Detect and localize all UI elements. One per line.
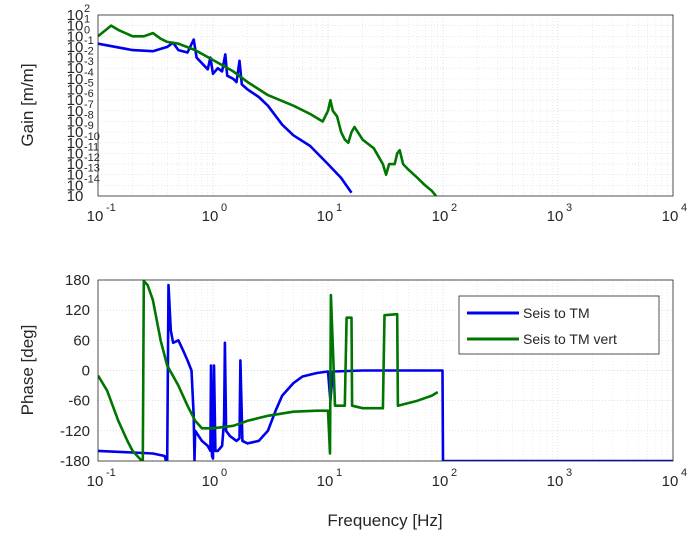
x-tick-exponent: 3	[566, 202, 572, 214]
series-line-0	[98, 283, 673, 461]
x-tick-exponent: 2	[451, 202, 457, 214]
gain-axes-box	[97, 14, 674, 197]
phase-y-axis-label: Phase [deg]	[18, 325, 37, 416]
y-tick-label: 60	[73, 332, 90, 349]
y-tick-exponent: 2	[84, 3, 90, 15]
x-tick-exponent: 4	[681, 467, 687, 479]
y-tick-label: 10	[67, 28, 84, 45]
x-tick-label: 10	[87, 208, 104, 225]
y-tick-exponent: -3	[84, 56, 94, 68]
y-tick-label: 10	[67, 167, 84, 184]
y-tick-label: 0	[82, 363, 90, 380]
phase-x-tick-labels: 10 -1 10 0 10 1 10 2 10 3 10 4	[87, 467, 687, 490]
phase-lines	[98, 280, 673, 461]
y-tick-label: 10	[67, 113, 84, 130]
y-tick-label: 10	[67, 92, 84, 109]
legend-label-seis-to-tm-vert: Seis to TM vert	[523, 331, 617, 347]
phase-panel: 10 -1 10 0 10 1 10 2 10 3 10 4 180120600-60-120-180…	[18, 272, 687, 530]
y-tick-exponent: -5	[84, 78, 94, 90]
y-tick-exponent: -9	[84, 120, 94, 132]
x-tick-label: 10	[202, 208, 219, 225]
y-tick-label: -60	[68, 393, 90, 410]
y-tick-exponent: 0	[84, 24, 90, 36]
y-tick-exponent: -12	[84, 152, 100, 164]
y-tick-label: 10	[67, 50, 84, 67]
x-tick-label: 10	[662, 208, 679, 225]
x-tick-exponent: 4	[681, 202, 687, 214]
x-tick-label: 10	[317, 208, 334, 225]
x-tick-exponent: -1	[106, 202, 116, 214]
gain-x-tick-labels: 10 -1 10 0 10 1 10 2 10 3 10 4	[87, 202, 687, 225]
gain-lines	[98, 24, 438, 196]
y-tick-label: 10	[67, 188, 84, 205]
legend: Seis to TM Seis to TM vert	[458, 295, 660, 355]
y-tick-label: 10	[67, 60, 84, 77]
phase-axes-box	[97, 279, 674, 462]
x-tick-label: 10	[662, 473, 679, 490]
x-tick-exponent: 2	[451, 467, 457, 479]
y-tick-label: 10	[67, 82, 84, 99]
x-tick-label: 10	[202, 473, 219, 490]
x-tick-exponent: 1	[336, 202, 342, 214]
y-tick-label: 120	[65, 302, 90, 319]
y-tick-exponent: -14	[84, 173, 100, 185]
x-tick-exponent: 3	[566, 467, 572, 479]
y-tick-label: 10	[67, 39, 84, 56]
y-tick-exponent: -6	[84, 88, 94, 100]
gain-y-axis-label: Gain [m/m]	[18, 63, 37, 146]
y-tick-exponent: -2	[84, 46, 94, 58]
phase-y-tick-labels: 180 120 60 0 -60 -120 -180	[60, 272, 90, 470]
series-line-0	[98, 38, 353, 194]
x-tick-exponent: 0	[221, 202, 227, 214]
x-tick-label: 10	[547, 473, 564, 490]
x-tick-exponent: 0	[221, 467, 227, 479]
y-tick-label: 10	[67, 18, 84, 35]
y-tick-label: 10	[67, 145, 84, 162]
x-axis-label: Frequency [Hz]	[327, 511, 442, 530]
y-tick-exponent: -7	[84, 99, 94, 111]
y-tick-exponent: 1	[84, 14, 90, 26]
y-tick-label: -120	[60, 423, 90, 440]
y-tick-label: 10	[67, 7, 84, 24]
x-tick-label: 10	[87, 473, 104, 490]
y-tick-label: 10	[67, 177, 84, 194]
y-tick-label: 10	[67, 71, 84, 88]
x-tick-exponent: -1	[106, 467, 116, 479]
y-tick-label: 10	[67, 156, 84, 173]
series-line-1	[98, 24, 438, 196]
y-tick-exponent: -10	[84, 131, 100, 143]
y-tick-label: -180	[60, 453, 90, 470]
y-tick-label: 10	[67, 135, 84, 152]
y-tick-label: 10	[67, 124, 84, 141]
series-line-1	[98, 280, 439, 461]
y-tick-exponent: -13	[84, 163, 100, 175]
x-tick-label: 10	[317, 473, 334, 490]
y-tick-exponent: -1	[84, 35, 94, 47]
x-tick-exponent: 1	[336, 467, 342, 479]
y-tick-exponent: -11	[84, 141, 99, 153]
y-tick-exponent: -8	[84, 109, 94, 121]
x-tick-label: 10	[432, 208, 449, 225]
y-tick-label: 180	[65, 272, 90, 289]
x-tick-label: 10	[547, 208, 564, 225]
y-tick-exponent: -4	[84, 67, 94, 79]
y-tick-label: 10	[67, 103, 84, 120]
legend-box	[458, 295, 660, 355]
legend-label-seis-to-tm: Seis to TM	[523, 305, 590, 321]
x-tick-label: 10	[432, 473, 449, 490]
